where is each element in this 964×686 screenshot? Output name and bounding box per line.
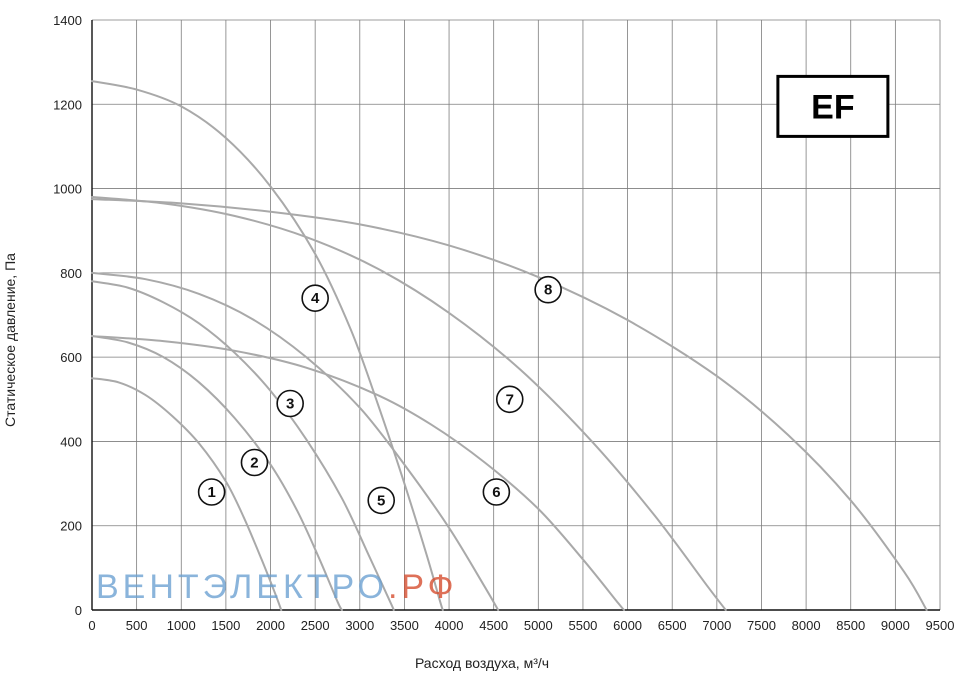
curve-marker-label-5: 5	[377, 492, 385, 509]
y-tick-label: 1400	[53, 13, 82, 28]
x-tick-label: 8500	[836, 618, 865, 633]
curve-marker-label-8: 8	[544, 282, 552, 299]
x-tick-label: 0	[88, 618, 95, 633]
x-tick-label: 2000	[256, 618, 285, 633]
x-tick-label: 7000	[702, 618, 731, 633]
y-tick-label: 400	[60, 434, 82, 449]
x-tick-label: 9500	[926, 618, 955, 633]
fan-curve-6	[92, 336, 624, 610]
y-tick-label: 1200	[53, 97, 82, 112]
x-axis-label: Расход воздуха, м³/ч	[0, 655, 964, 671]
y-tick-label: 800	[60, 266, 82, 281]
y-axis-label: Статическое давление, Па	[2, 253, 18, 427]
x-tick-label: 500	[126, 618, 148, 633]
fan-curve-4	[92, 81, 443, 610]
x-tick-label: 6500	[658, 618, 687, 633]
fan-curve-1	[92, 378, 281, 610]
curve-marker-label-1: 1	[207, 484, 215, 501]
x-tick-label: 4000	[435, 618, 464, 633]
x-tick-label: 1000	[167, 618, 196, 633]
x-tick-label: 3500	[390, 618, 419, 633]
x-tick-label: 2500	[301, 618, 330, 633]
x-tick-label: 6000	[613, 618, 642, 633]
y-tick-label: 1000	[53, 182, 82, 197]
curve-marker-label-2: 2	[250, 455, 258, 472]
x-tick-label: 5500	[568, 618, 597, 633]
x-tick-label: 7500	[747, 618, 776, 633]
curve-marker-label-3: 3	[286, 396, 294, 413]
x-tick-label: 3000	[345, 618, 374, 633]
curve-marker-label-7: 7	[506, 391, 514, 408]
x-tick-label: 8000	[792, 618, 821, 633]
model-box-label: EF	[811, 89, 854, 127]
y-tick-label: 200	[60, 519, 82, 534]
y-tick-label: 0	[75, 603, 82, 618]
x-tick-label: 5000	[524, 618, 553, 633]
fan-curve-3	[92, 281, 394, 610]
x-tick-label: 4500	[479, 618, 508, 633]
y-tick-label: 600	[60, 350, 82, 365]
x-tick-label: 1500	[211, 618, 240, 633]
x-tick-label: 9000	[881, 618, 910, 633]
fan-curve-2	[92, 336, 342, 610]
fan-curve-7	[92, 197, 726, 610]
curve-marker-label-4: 4	[311, 290, 320, 307]
curve-marker-label-6: 6	[492, 484, 500, 501]
